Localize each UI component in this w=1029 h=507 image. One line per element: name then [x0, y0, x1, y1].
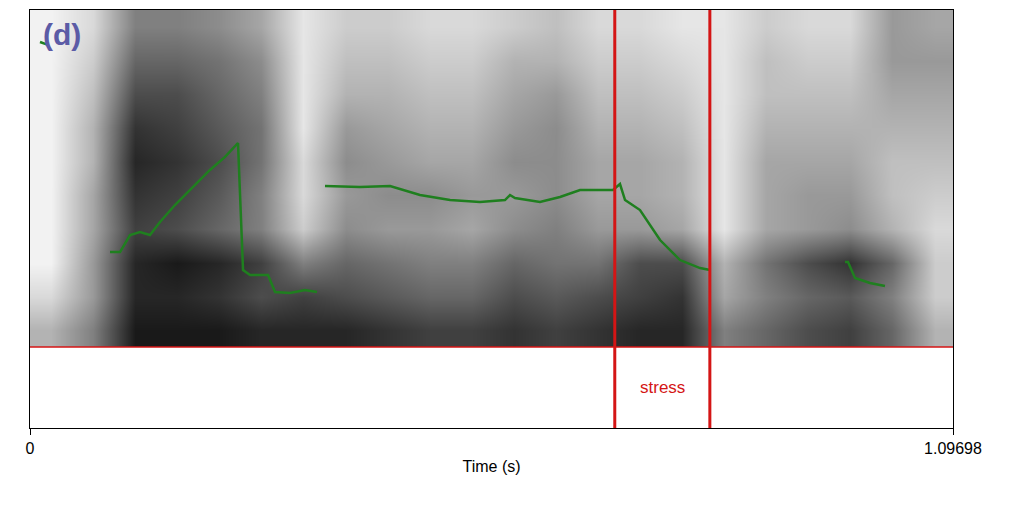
svg-text:1.09698: 1.09698 [924, 440, 982, 457]
svg-text:(d): (d) [43, 18, 81, 51]
svg-text:stress: stress [640, 378, 685, 397]
svg-text:Time (s): Time (s) [462, 458, 520, 475]
svg-text:0: 0 [26, 440, 35, 457]
